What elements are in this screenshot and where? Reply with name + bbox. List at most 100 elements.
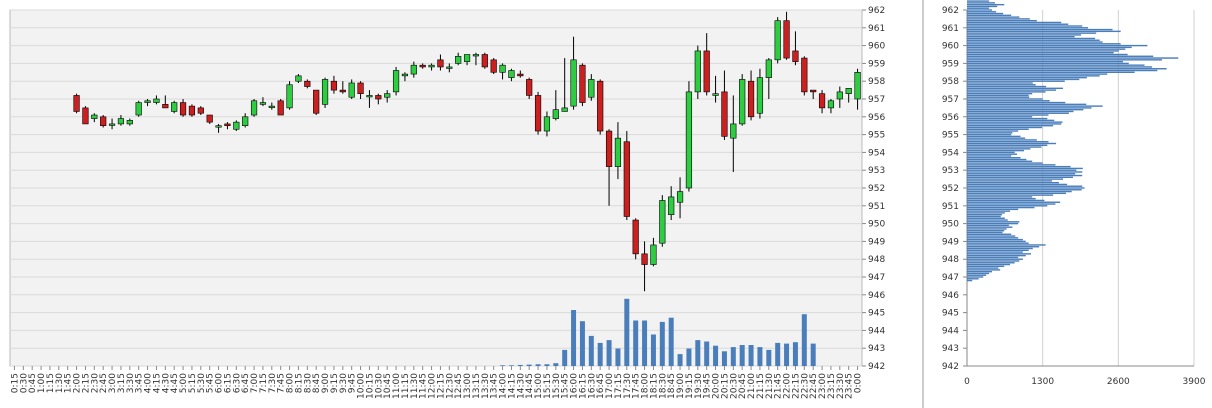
x-tick-label: 15:00 bbox=[534, 373, 544, 399]
profile-bar bbox=[967, 132, 1013, 134]
x-tick-label: 19:30 bbox=[694, 373, 704, 399]
profile-bar bbox=[967, 85, 1047, 88]
candle-body bbox=[818, 93, 826, 109]
profile-bar bbox=[967, 44, 1148, 47]
x-tick-label: 4:15 bbox=[152, 373, 162, 393]
y-tick-label: 962 bbox=[868, 6, 885, 16]
volume-bar bbox=[588, 335, 594, 366]
profile-bar bbox=[967, 16, 1020, 18]
candle-body bbox=[632, 219, 639, 255]
profile-bar bbox=[967, 254, 1026, 257]
candle-body bbox=[552, 109, 559, 119]
x-tick-label: 6:45 bbox=[241, 373, 251, 393]
profile-bar bbox=[967, 270, 993, 273]
profile-bar bbox=[967, 151, 1015, 154]
x-tick-label: 22:30 bbox=[800, 373, 810, 399]
profile-bar bbox=[967, 14, 1012, 17]
y-tick-label: 952 bbox=[868, 184, 885, 194]
profile-y-tick-label: 950 bbox=[942, 220, 959, 230]
candle-body bbox=[579, 64, 586, 103]
profile-bar bbox=[967, 196, 1033, 198]
volume-bar bbox=[695, 340, 701, 366]
x-tick-label: 5:00 bbox=[179, 373, 189, 393]
profile-bar bbox=[967, 124, 1054, 127]
profile-bar bbox=[967, 141, 1049, 143]
volume-bar bbox=[579, 321, 585, 366]
volume-bar bbox=[517, 364, 523, 366]
profile-bar bbox=[967, 164, 1056, 166]
volume-bar bbox=[526, 364, 532, 366]
x-tick-label: 18:15 bbox=[649, 373, 659, 399]
x-tick-label: 9:45 bbox=[348, 373, 358, 393]
volume-bar bbox=[535, 364, 541, 366]
candle-body bbox=[330, 80, 338, 91]
profile-bar bbox=[967, 279, 973, 282]
candle-body bbox=[605, 130, 613, 167]
volume-bar bbox=[739, 345, 745, 366]
profile-y-tick-label: 947 bbox=[942, 273, 959, 283]
profile-bar bbox=[967, 183, 1068, 186]
profile-bar bbox=[967, 217, 1005, 219]
x-tick-label: 11:30 bbox=[410, 373, 420, 399]
candle-body bbox=[117, 118, 125, 125]
x-tick-label: 1:00 bbox=[37, 373, 47, 393]
volume-bar bbox=[757, 347, 763, 366]
profile-bar bbox=[967, 256, 1019, 259]
profile-bar bbox=[967, 94, 1029, 97]
x-tick-label: 3:30 bbox=[126, 373, 136, 393]
profile-bar bbox=[967, 75, 1100, 77]
volume-bar bbox=[500, 365, 506, 366]
profile-bar bbox=[967, 272, 990, 275]
profile-bar bbox=[967, 84, 1036, 86]
x-tick-label: 11:00 bbox=[392, 373, 402, 399]
profile-bar bbox=[967, 87, 1064, 90]
profile-bar bbox=[967, 246, 1040, 248]
profile-bar bbox=[967, 158, 1027, 161]
profile-bar bbox=[967, 59, 1162, 61]
candle-body bbox=[845, 88, 852, 94]
candle-body bbox=[676, 191, 684, 203]
profile-bar bbox=[967, 199, 1045, 202]
profile-bar bbox=[967, 53, 1128, 56]
candle-body bbox=[268, 105, 275, 108]
y-tick-label: 956 bbox=[868, 113, 885, 123]
volume-bar bbox=[668, 317, 674, 366]
profile-bar bbox=[967, 108, 1084, 111]
profile-bar bbox=[967, 194, 1054, 196]
candle-body bbox=[357, 82, 364, 94]
x-tick-label: 10:45 bbox=[383, 373, 393, 399]
candle-body bbox=[517, 73, 524, 77]
volume-bar bbox=[508, 365, 514, 366]
candle-body bbox=[259, 102, 267, 105]
candle-body bbox=[295, 75, 302, 82]
profile-bar bbox=[967, 263, 1011, 266]
profile-bar bbox=[967, 206, 1035, 209]
profile-bar bbox=[967, 68, 1167, 70]
candle-body bbox=[810, 89, 817, 93]
candle-body bbox=[641, 253, 648, 265]
candle-body bbox=[206, 114, 213, 123]
candle-body bbox=[694, 50, 701, 93]
profile-bar bbox=[967, 201, 1061, 203]
candle-body bbox=[783, 20, 790, 59]
profile-bar bbox=[967, 157, 1021, 159]
candle-body bbox=[392, 70, 400, 93]
profile-bar bbox=[967, 185, 1083, 187]
profile-bar bbox=[967, 107, 1092, 109]
profile-bar bbox=[967, 3, 1005, 6]
x-tick-label: 16:45 bbox=[596, 373, 606, 399]
profile-bar bbox=[967, 205, 1048, 207]
profile-bar bbox=[967, 101, 1066, 104]
candle-body bbox=[792, 50, 799, 62]
x-tick-label: 5:15 bbox=[188, 373, 198, 393]
candle-body bbox=[339, 89, 346, 93]
profile-y-tick-label: 962 bbox=[942, 6, 959, 16]
volume-bar bbox=[704, 341, 710, 366]
volume-bar bbox=[677, 354, 683, 366]
x-tick-label: 23:15 bbox=[827, 373, 837, 399]
candle-body bbox=[233, 121, 240, 130]
x-tick-label: 4:30 bbox=[161, 373, 171, 393]
volume-bar bbox=[792, 342, 798, 366]
x-tick-label: 3:45 bbox=[135, 373, 145, 393]
